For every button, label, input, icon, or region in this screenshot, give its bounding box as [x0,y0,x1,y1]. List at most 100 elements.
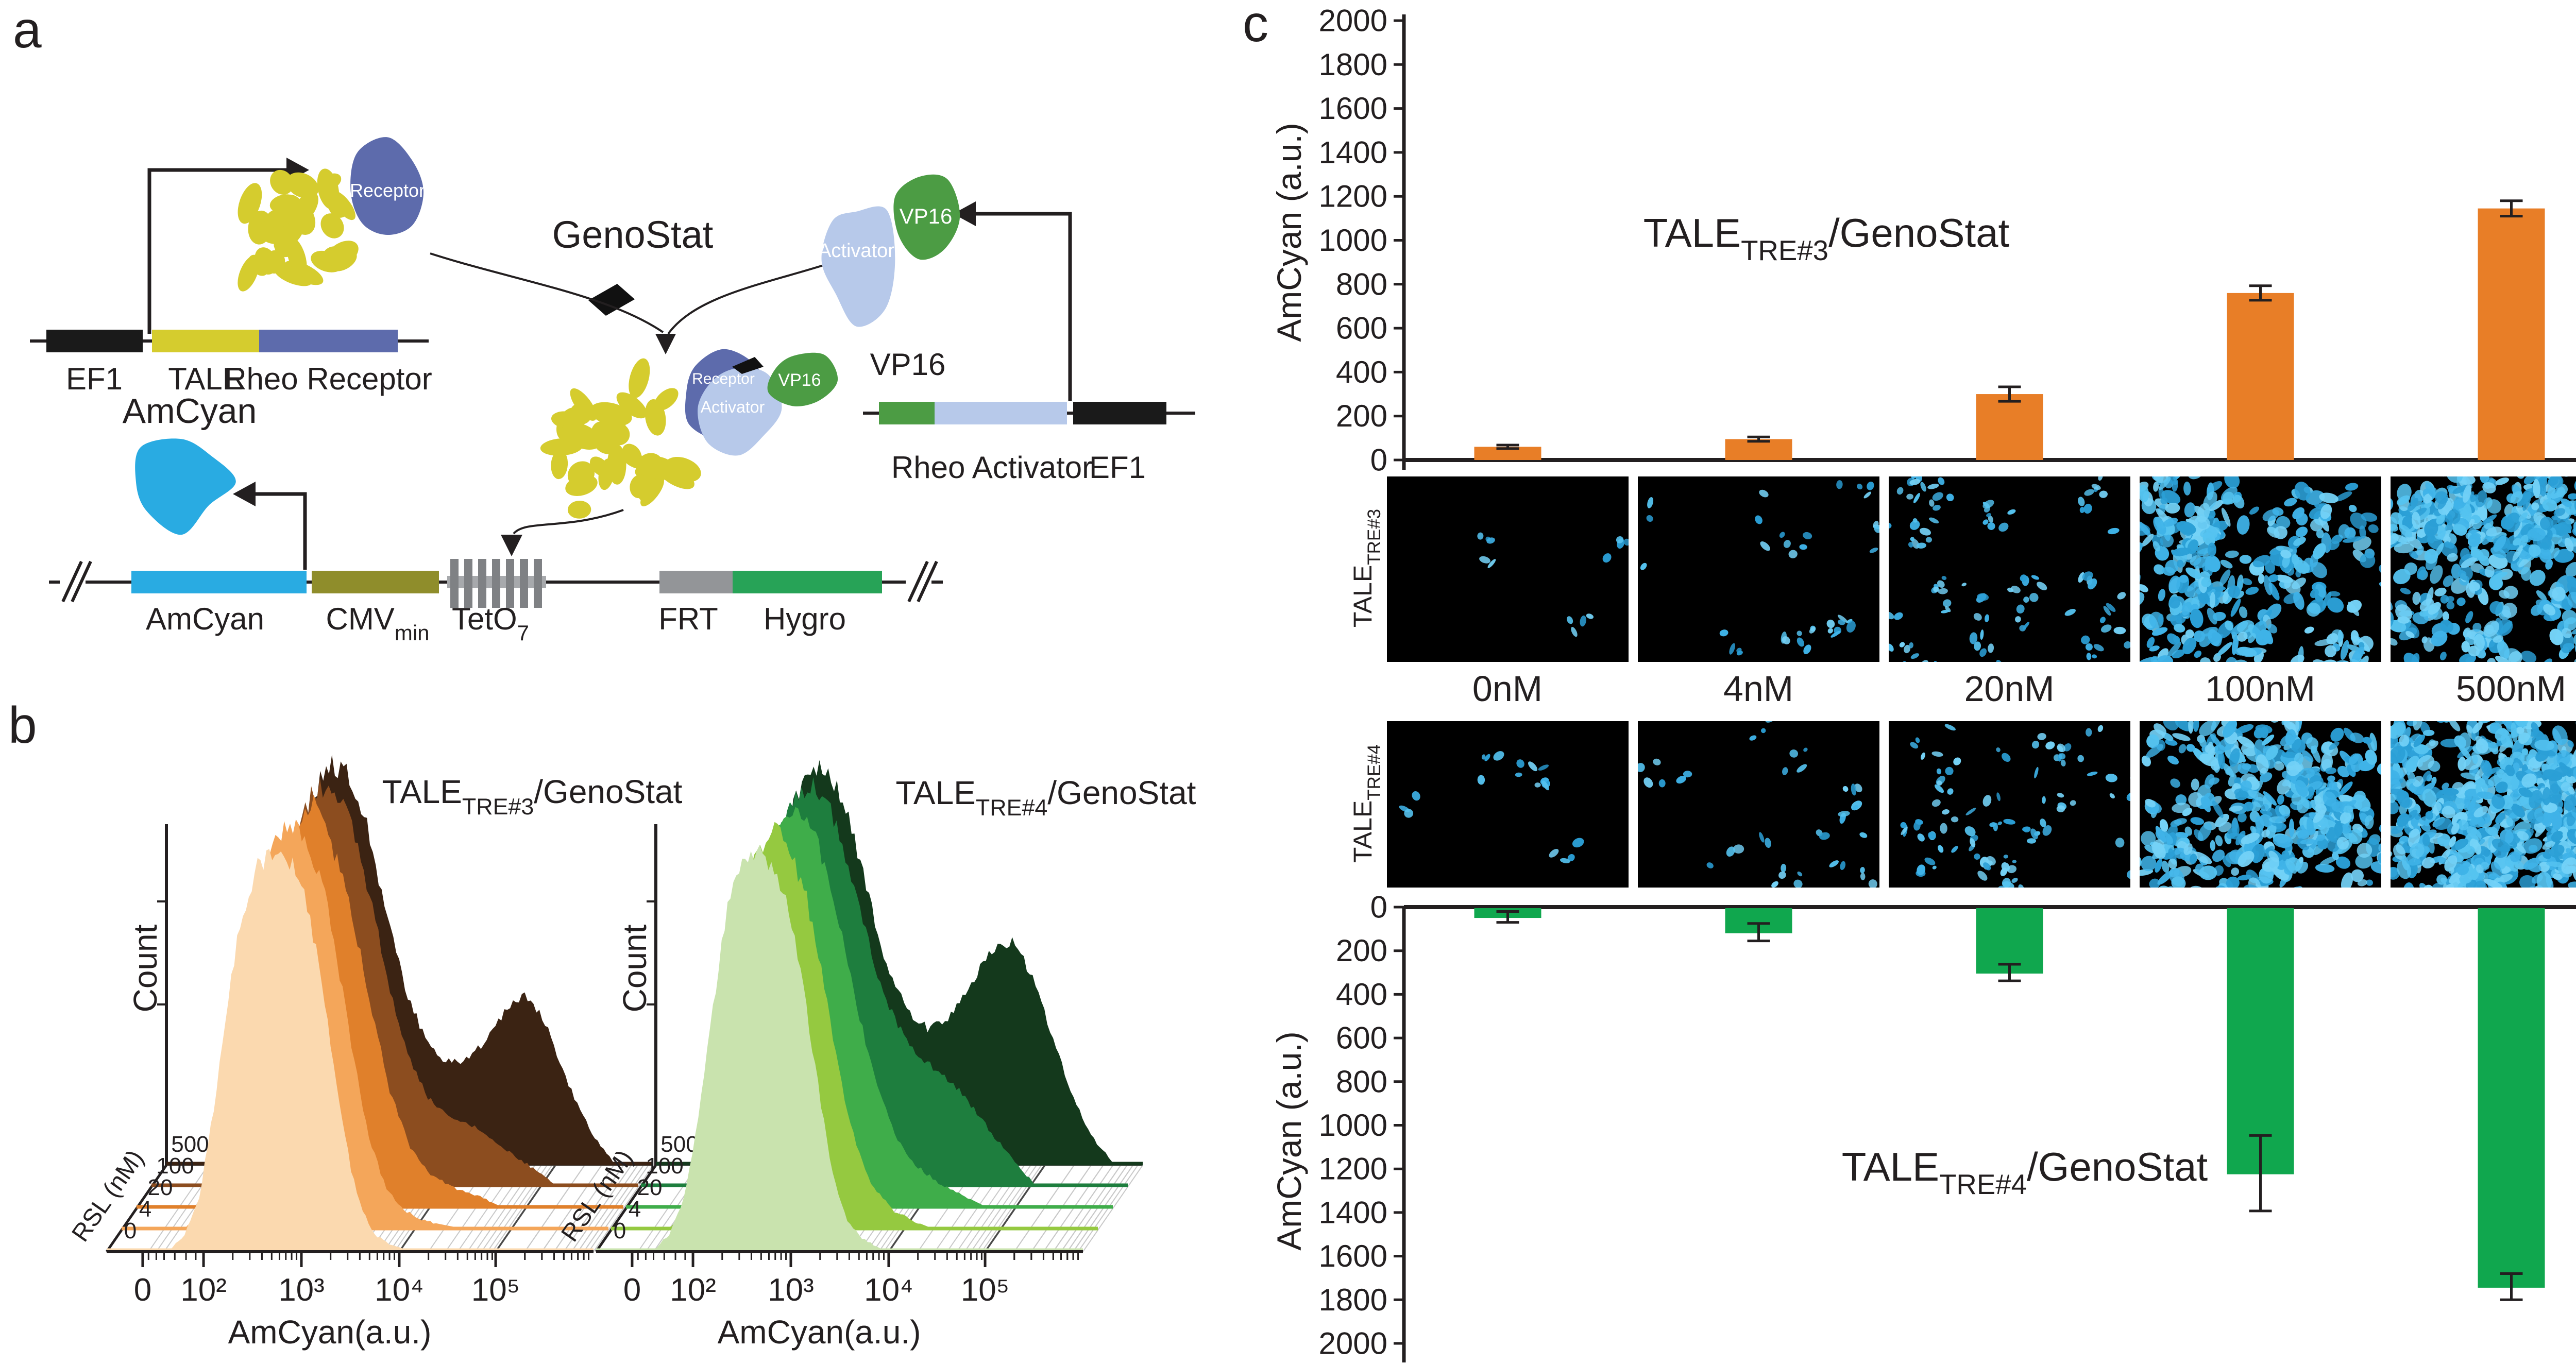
panel-a-artwork [30,137,1195,608]
y-axis-label-top: AmCyan (a.u.) [1270,123,1308,342]
micrograph-row1-20nM [1889,476,2130,662]
activator-promoter-arrowhead-icon [953,201,976,226]
y-tick-label: 400 [1336,977,1387,1012]
y-tick-label: 800 [1336,267,1387,301]
amcyan-axis-label-right: AmCyan(a.u.) [717,1314,921,1351]
x-tick-label: 10³ [278,1272,325,1308]
cmvmin-promoter-box [312,571,439,593]
bar-chart-tre4: 0 200 400 600 800 1000 1200 1400 1600 1800 2000 [1319,890,2576,1362]
bar-chart-tre3: 0 200 400 600 800 1000 1200 1400 1600 1800 2000 [1319,4,2576,478]
bar-100nM [2227,293,2294,460]
vp16-protein-label-merged: VP16 [778,370,821,390]
amcyan-protein-blob [135,438,236,535]
vp16-protein-label: VP16 [899,204,953,228]
count-axis-label-right: Count [616,924,653,1013]
ridge-title-tre3: TALETRE#3/GenoStat [382,773,683,820]
receptor-protein-label-merged: Receptor [692,370,755,387]
y-tick-label: 200 [1336,399,1387,433]
y-tick-label: 1400 [1319,135,1387,169]
ef1-label-2: EF1 [1089,450,1146,485]
conc-label-500nm: 500nM [2455,669,2567,709]
row-label-tre4: TALETRE#4 [1348,744,1385,863]
bar-500nM [2478,908,2545,1288]
error-bar-0nM [1496,910,1519,924]
activator-blob-merged [698,367,782,456]
binding-arrowhead-icon [501,535,522,556]
micrograph-row1-100nM [2140,476,2381,662]
receptor-protein-label: Receptor [349,180,426,201]
y-tick-label: 800 [1336,1064,1387,1099]
row-label-tre3: TALETRE#3 [1348,508,1385,628]
y-tick-label: 400 [1336,355,1387,389]
frt-site-box [659,571,733,593]
vp16-construct-label: VP16 [870,347,946,382]
rsl-tick-label: 4 [139,1197,151,1222]
error-bar-500nM [2500,1272,2523,1301]
activator-protein-label: Activator [818,240,894,262]
reporter-arrowhead-icon [233,482,256,506]
rsl-tick-label: 0 [614,1218,626,1243]
error-bar-100nM [2249,284,2272,302]
bar-20nM [1976,908,2043,974]
count-axis-label-left: Count [127,924,164,1013]
y-tick-label: 600 [1336,311,1387,346]
ef1-promoter-box-2 [1073,402,1166,424]
receptor-promoter-arrow-line [147,168,287,334]
micrograph-row1-0nM [1387,476,1629,662]
bar-20nM [1976,394,2043,460]
micrograph-row1-500nM [2391,476,2576,662]
activator-promoter-arrow-line [975,212,1072,401]
conc-label-0nm: 0nM [1472,669,1543,709]
x-tick-label: 10⁵ [471,1272,520,1308]
rsl-tick-label: 20 [148,1175,173,1200]
bar-title-tre4: TALETRE#4/GenoStat [1841,1144,2208,1201]
y-tick-label: 1800 [1319,47,1387,82]
reporter-arrow-line [255,492,307,570]
teto7-label: TetO7 [451,602,530,645]
micrograph-row1-4nM [1638,476,1879,662]
teto7-stripes [450,559,542,608]
rsl-tick-label: 100 [156,1153,194,1179]
conc-label-4nm: 4nM [1723,669,1794,709]
amcyan-title: AmCyan [122,391,257,431]
amcyan-axis-label-left: AmCyan(a.u.) [228,1314,432,1351]
genostat-ligand-icon [588,284,635,316]
rsl-tick-label: 100 [646,1153,683,1179]
bar-title-tre3: TALETRE#3/GenoStat [1643,210,2010,267]
assembly-arrowhead-icon [655,334,676,354]
rheo-receptor-gene-box [259,330,398,352]
y-tick-label: 0 [1370,443,1387,478]
y-tick-label: 1000 [1319,223,1387,258]
frt-label: FRT [658,602,718,636]
x-tick-label: 10³ [768,1272,814,1308]
ef1-label: EF1 [65,362,123,396]
x-tick-label: 10⁴ [864,1272,913,1308]
bar-500nM [2478,208,2545,460]
conc-label-20nm: 20nM [1964,669,2055,709]
y-tick-label: 1600 [1319,1239,1387,1273]
assembly-curve-right [667,264,824,335]
micrograph-row2-0nM [1387,721,1629,888]
tale-protein-top [238,168,359,292]
activator-protein-label-merged: Activator [700,398,765,416]
x-tick-label: 0 [134,1272,151,1308]
ridge-title-tre4: TALETRE#4/GenoStat [895,774,1196,821]
binding-curve [513,509,624,535]
ridge-hist-0 [654,845,884,1250]
error-bar-0nM [1496,444,1519,450]
panel-b-label: b [8,696,37,754]
y-tick-label: 2000 [1319,4,1387,38]
panel-a-label: a [13,1,42,59]
error-bar-4nM [1747,922,1770,943]
y-tick-label: 1400 [1319,1195,1387,1230]
micrograph-row2-500nM [2391,721,2576,888]
micrograph-grid [1387,476,2576,888]
rheo-activator-label: Rheo Activator [891,450,1093,485]
panel-c-label: c [1243,0,1268,53]
y-tick-label: 1600 [1319,91,1387,126]
rsl-tick-label: 500 [660,1132,698,1157]
rheo-receptor-label: Rheo Receptor [224,362,432,396]
amcyan-gene-label: AmCyan [145,602,265,636]
ridge-hist-0 [170,849,409,1250]
